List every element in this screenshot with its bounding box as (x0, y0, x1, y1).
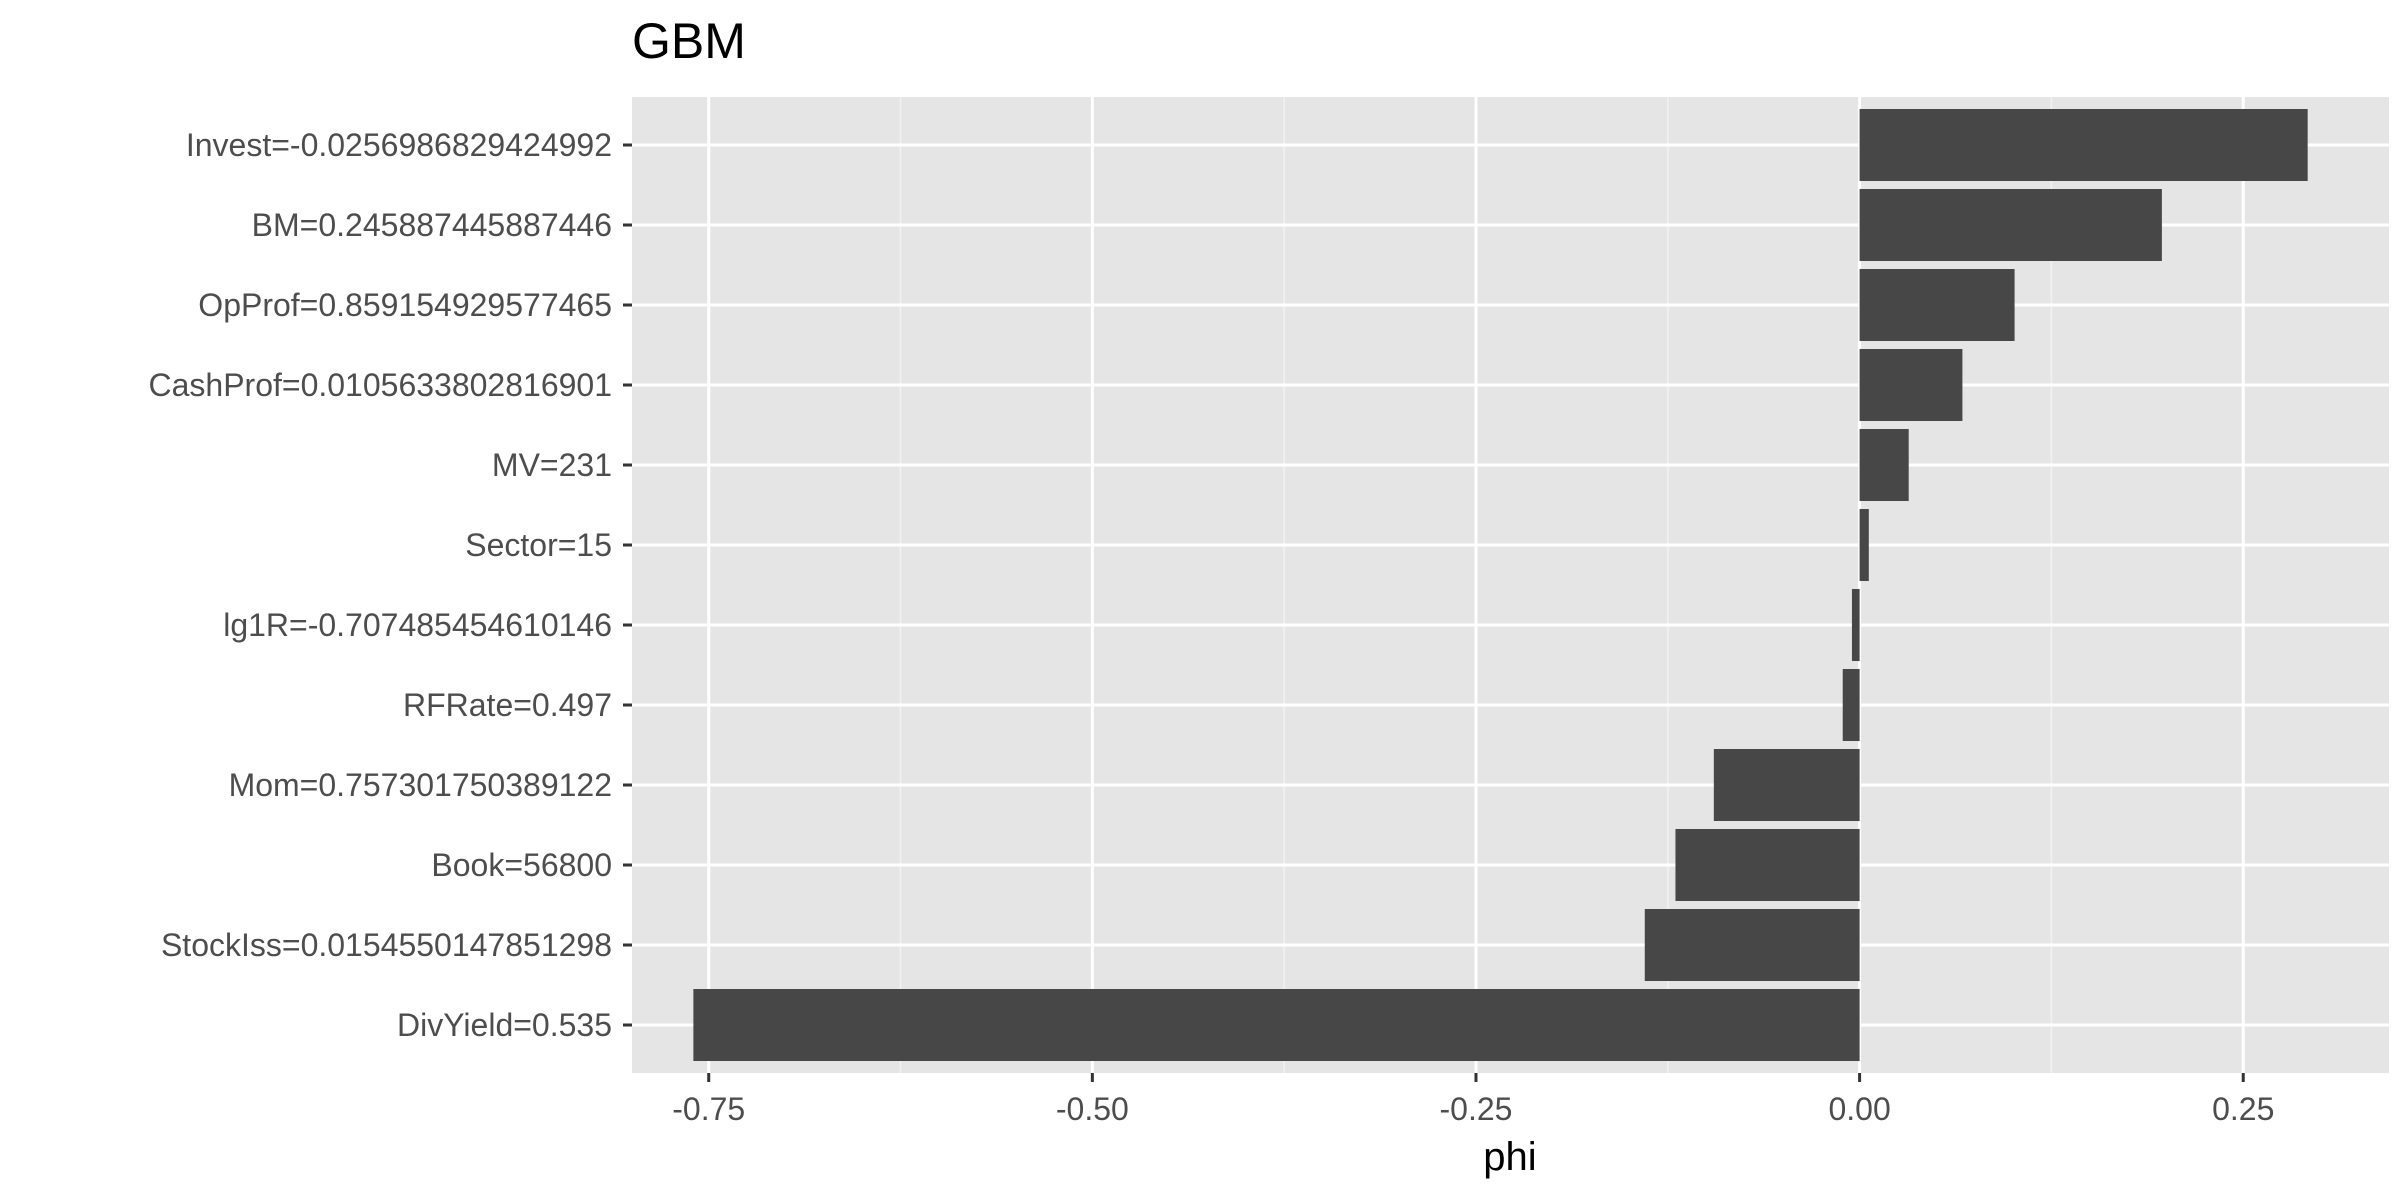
x-tick-label: 0.00 (1828, 1091, 1890, 1127)
bar (693, 989, 1860, 1061)
y-tick-label: Mom=0.757301750389122 (229, 767, 612, 803)
bars (693, 109, 2308, 1061)
x-tick-label: -0.25 (1440, 1091, 1513, 1127)
y-tick-label: OpProf=0.859154929577465 (198, 287, 612, 323)
bar (1842, 669, 1860, 741)
y-tick-label: Book=56800 (431, 847, 612, 883)
y-tick-label: StockIss=0.0154550147851298 (161, 927, 612, 963)
y-tick-label: MV=231 (492, 447, 612, 483)
x-axis: -0.75 -0.50 -0.25 0.00 0.25 (672, 1073, 2274, 1127)
y-tick-label: BM=0.245887445887446 (252, 207, 612, 243)
bar (1713, 749, 1860, 821)
y-tick-label: lg1R=-0.707485454610146 (223, 607, 612, 643)
y-axis: Invest=-0.0256986829424992 BM=0.245887445… (148, 127, 632, 1043)
y-tick-label: Sector=15 (465, 527, 612, 563)
bar (1859, 509, 1869, 581)
bar (1859, 349, 1963, 421)
bar (1859, 189, 2162, 261)
bar (1675, 829, 1860, 901)
bar (1859, 109, 2308, 181)
x-tick-label: -0.75 (672, 1091, 745, 1127)
y-tick-label: DivYield=0.535 (397, 1007, 612, 1043)
x-tick-label: 0.25 (2212, 1091, 2274, 1127)
bar (1644, 909, 1860, 981)
x-axis-title: phi (1483, 1135, 1536, 1179)
y-tick-label: CashProf=0.0105633802816901 (148, 367, 612, 403)
y-tick-label: Invest=-0.0256986829424992 (186, 127, 612, 163)
y-tick-label: RFRate=0.497 (403, 687, 612, 723)
bar (1859, 269, 2015, 341)
chart-title: GBM (632, 13, 746, 69)
bar (1851, 589, 1860, 661)
x-tick-label: -0.50 (1056, 1091, 1129, 1127)
bar (1859, 429, 1909, 501)
